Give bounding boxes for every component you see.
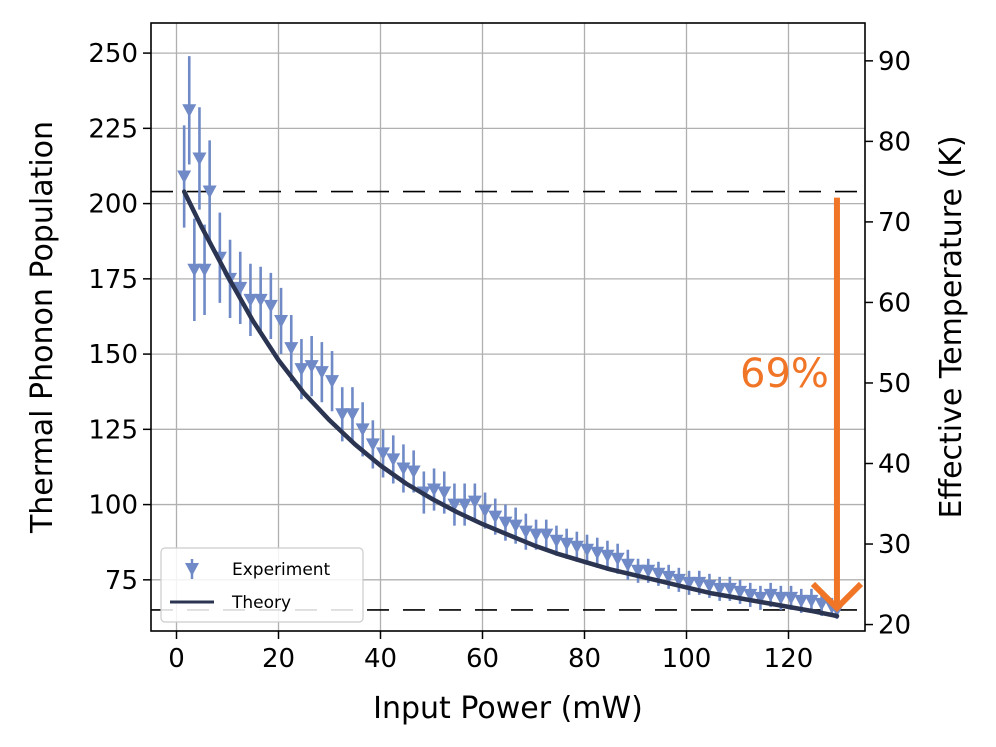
- experiment-point: [457, 498, 472, 512]
- axis-ticks: 0 20 40 60 80 100 120 75 100 125 150 175 200 225 250 20…: [88, 39, 911, 674]
- plot-area: [177, 56, 844, 619]
- experiment-point: [386, 453, 401, 467]
- experiment-point: [294, 363, 309, 377]
- legend-theory-label: Theory: [231, 593, 291, 613]
- y-tick-label: 250: [88, 39, 138, 69]
- experiment-point: [631, 564, 646, 578]
- experiment-point: [187, 263, 202, 277]
- experiment-point: [498, 516, 513, 530]
- experiment-point: [284, 342, 299, 356]
- experiment-point: [325, 375, 340, 389]
- x-tick-label: 40: [364, 644, 397, 674]
- experiment-point: [437, 486, 452, 500]
- experiment-point: [243, 293, 258, 307]
- experiment-point: [712, 582, 727, 596]
- experiment-point: [335, 408, 350, 422]
- experiment-point: [253, 293, 268, 307]
- y-tick-label: 175: [88, 265, 138, 295]
- experiment-point: [233, 281, 248, 295]
- experiment-point: [274, 314, 289, 328]
- experiment-point: [549, 534, 564, 548]
- experiment-point: [182, 104, 197, 118]
- y2-tick-label: 40: [878, 449, 911, 479]
- y2-tick-label: 90: [878, 47, 911, 77]
- y-tick-label: 225: [88, 114, 138, 144]
- experiment-point: [529, 528, 544, 542]
- experiment-point: [620, 558, 635, 572]
- x-tick-label: 80: [568, 644, 601, 674]
- experiment-point: [365, 438, 380, 452]
- y2-tick-label: 80: [878, 127, 911, 157]
- x-tick-label: 0: [168, 644, 185, 674]
- experiment-point: [467, 495, 482, 509]
- y-tick-label: 100: [88, 491, 138, 521]
- experiment-point: [508, 519, 523, 533]
- legend: Experiment Theory: [160, 547, 364, 623]
- experiment-point: [804, 594, 819, 608]
- x-tick-label: 20: [262, 644, 295, 674]
- x-tick-label: 100: [662, 644, 712, 674]
- experiment-point: [753, 591, 768, 605]
- experiment-point: [263, 299, 278, 313]
- plot-frame: [150, 22, 866, 632]
- experiment-point: [784, 591, 799, 605]
- experiment-point: [376, 447, 391, 461]
- experiment-point: [794, 594, 809, 608]
- y2-tick-label: 50: [878, 369, 911, 399]
- experiment-point: [478, 504, 493, 518]
- experiment-point: [773, 591, 788, 605]
- x-tick-label: 60: [466, 644, 499, 674]
- legend-experiment-label: Experiment: [232, 560, 331, 580]
- experiment-point: [763, 588, 778, 602]
- y-tick-label: 200: [88, 190, 138, 220]
- x-tick-label: 120: [764, 644, 814, 674]
- y2-axis-label: Effective Temperature (K): [934, 135, 969, 518]
- experiment-point: [682, 576, 697, 590]
- x-axis-label: Input Power (mW): [373, 691, 643, 726]
- reference-lines: [151, 190, 865, 611]
- experiment-point: [304, 360, 319, 374]
- experiment-point: [396, 462, 411, 476]
- legend-experiment-marker: [185, 563, 199, 576]
- y-tick-label: 75: [105, 566, 138, 596]
- theory-line: [181, 189, 840, 619]
- experiment-point: [177, 170, 192, 184]
- experiment-point: [600, 549, 615, 563]
- experiment-point: [539, 528, 554, 542]
- experiment-point: [427, 483, 442, 497]
- experiment-point: [355, 423, 370, 437]
- annotation: 69%: [740, 197, 864, 613]
- experiment-point: [488, 510, 503, 524]
- experiment-point: [569, 540, 584, 554]
- experiment-point: [192, 152, 207, 166]
- y2-tick-label: 70: [878, 208, 911, 238]
- y2-tick-label: 30: [878, 530, 911, 560]
- experiment-point: [202, 185, 217, 199]
- experiment-point: [345, 408, 360, 422]
- reduction-percent-label: 69%: [740, 351, 829, 397]
- experiment-point: [314, 366, 329, 380]
- experiment-point: [590, 546, 605, 560]
- y2-tick-label: 20: [878, 611, 911, 641]
- reduction-arrow-head: [810, 581, 864, 613]
- experiment-point: [406, 465, 421, 479]
- y-tick-label: 125: [88, 415, 138, 445]
- experiment-point: [559, 537, 574, 551]
- y-axis-label: Thermal Phonon Population: [25, 121, 60, 534]
- experiment-point: [447, 498, 462, 512]
- y-tick-label: 150: [88, 340, 138, 370]
- experiment-point: [197, 263, 212, 277]
- experiment-point: [580, 543, 595, 557]
- experiment-point: [518, 525, 533, 539]
- y2-tick-label: 60: [878, 288, 911, 318]
- experiment-point: [610, 552, 625, 566]
